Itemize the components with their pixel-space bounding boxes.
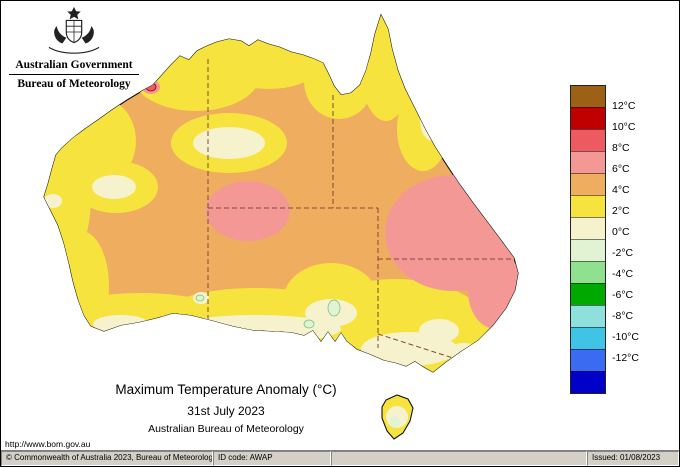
legend-label: -2°C [612,247,634,259]
legend-label: 0°C [612,226,630,238]
bureau-title: Bureau of Meteorology [17,78,131,90]
temperature-legend: 12°C 10°C 8°C 6°C 4°C 2°C 0°C -2°C -4°C … [570,85,639,394]
status-bar-spacer [331,451,587,466]
issued-text: Issued: 01/08/2023 [587,451,679,466]
legend-label: -4°C [612,268,634,280]
map-org: Australian Bureau of Meteorology [148,423,304,435]
tasmania-anomaly-neg2-0 [390,416,400,428]
legend-cell [571,86,605,107]
state-borders [207,59,515,359]
legend-label: 4°C [612,184,630,196]
map-title-block: Maximum Temperature Anomaly (°C) 31st Ju… [61,382,391,435]
legend-cell [571,217,605,239]
legend-color-bar [570,85,606,394]
status-bar: © Commonwealth of Australia 2023, Bureau… [1,450,679,466]
id-code-text: ID code: AWAP [213,451,331,466]
legend-cell [571,129,605,151]
legend-label: -12°C [612,352,639,364]
legend-cell [571,349,605,371]
legend-label: 12°C [612,100,636,112]
map-date: 31st July 2023 [187,404,265,418]
legend-label: 2°C [612,205,630,217]
legend-cell [571,283,605,305]
legend-label: 8°C [612,142,630,154]
legend-cell [571,239,605,261]
legend-cell [571,261,605,283]
bom-url: http://www.bom.gov.au [5,439,91,449]
legend-labels: 12°C 10°C 8°C 6°C 4°C 2°C 0°C -2°C -4°C … [612,85,662,381]
legend-cell [571,195,605,217]
agency-header: Australian Government Bureau of Meteorol… [9,5,139,90]
legend-cell [571,173,605,195]
legend-label: 10°C [612,121,636,133]
legend-cell [571,107,605,129]
map-title: Maximum Temperature Anomaly (°C) [115,382,337,397]
regions-anomaly-6-8 [142,80,518,329]
legend-label: 6°C [612,163,630,175]
legend-cell [571,151,605,173]
legend-cell [571,327,605,349]
legend-label: -6°C [612,289,634,301]
legend-cell [571,305,605,327]
legend-label: -8°C [612,310,634,322]
copyright-text: © Commonwealth of Australia 2023, Bureau… [1,451,213,466]
coat-of-arms-icon [48,6,100,54]
header-divider [9,74,139,75]
government-title: Australian Government [15,59,133,71]
legend-cell [571,371,605,393]
regions-anomaly-8-10 [145,82,157,92]
legend-label: -10°C [612,331,639,343]
